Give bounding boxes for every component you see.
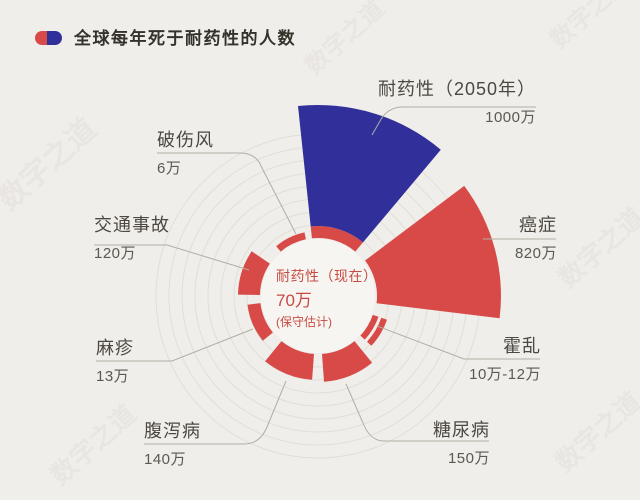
center-circle: [261, 239, 375, 353]
wedge-cancer: [365, 185, 501, 319]
center-label-line2: 70万: [276, 291, 312, 310]
label-tetanus: 破伤风 6万: [157, 130, 214, 179]
leader-line-traffic: [94, 244, 250, 271]
label-resistance-2050-value: 1000万: [485, 109, 536, 126]
wedge-tetanus: [276, 232, 306, 252]
label-measles-name: 麻疹: [96, 338, 134, 358]
label-traffic-value: 120万: [94, 245, 137, 262]
leader-lines: [94, 106, 556, 445]
wedge-resistance-2050: [298, 104, 441, 243]
label-cancer-value: 820万: [514, 245, 557, 262]
label-cholera-name: 霍乱: [503, 336, 541, 356]
wedge-diabetes: [322, 341, 373, 382]
label-resistance-2050-name: 耐药性（2050年）: [377, 79, 536, 99]
label-cholera-value: 10万-12万: [469, 366, 541, 383]
label-cancer: 癌症 820万: [515, 215, 557, 264]
label-diabetes-name: 糖尿病: [433, 420, 490, 440]
label-diarrhea-value: 140万: [144, 451, 187, 468]
rose-wedges: [238, 104, 501, 382]
pill-icon: [35, 30, 62, 45]
leader-line-diabetes: [345, 383, 489, 442]
wedge-cholera-1: [367, 317, 387, 346]
center-label-line3: (保守估计): [276, 315, 332, 329]
label-measles: 麻疹 13万: [96, 338, 134, 387]
center-label-line1: 耐药性（现在）: [276, 268, 378, 284]
leader-line-diarrhea: [144, 380, 287, 445]
label-cholera: 霍乱 10万-12万: [469, 336, 541, 385]
label-measles-value: 13万: [96, 368, 130, 385]
label-tetanus-value: 6万: [157, 160, 182, 177]
wedge-cholera-0: [360, 314, 379, 340]
label-tetanus-name: 破伤风: [157, 130, 214, 150]
leader-line-measles: [96, 328, 254, 362]
label-diabetes-value: 150万: [447, 450, 490, 467]
center-label: 耐药性（现在） 70万 (保守估计): [276, 269, 396, 328]
wedge-traffic: [238, 251, 270, 295]
label-traffic-name: 交通事故: [94, 215, 170, 235]
leader-line-resistance-2050: [371, 106, 536, 136]
label-diabetes: 糖尿病 150万: [433, 420, 490, 469]
label-diarrhea: 腹泻病 140万: [144, 421, 201, 470]
leader-line-tetanus: [157, 152, 297, 235]
wedge-resistance-now-ring: [310, 226, 363, 252]
label-resistance-2050: 耐药性（2050年） 1000万: [378, 79, 536, 128]
label-diarrhea-name: 腹泻病: [144, 421, 201, 441]
label-traffic: 交通事故 120万: [94, 215, 170, 264]
page-title: 全球每年死于耐药性的人数: [74, 29, 296, 48]
wedge-measles: [247, 303, 273, 341]
leader-line-cholera: [376, 325, 540, 360]
label-cancer-name: 癌症: [519, 215, 557, 235]
title-bar: 全球每年死于耐药性的人数: [35, 24, 296, 49]
wedge-diarrhea: [265, 341, 314, 380]
